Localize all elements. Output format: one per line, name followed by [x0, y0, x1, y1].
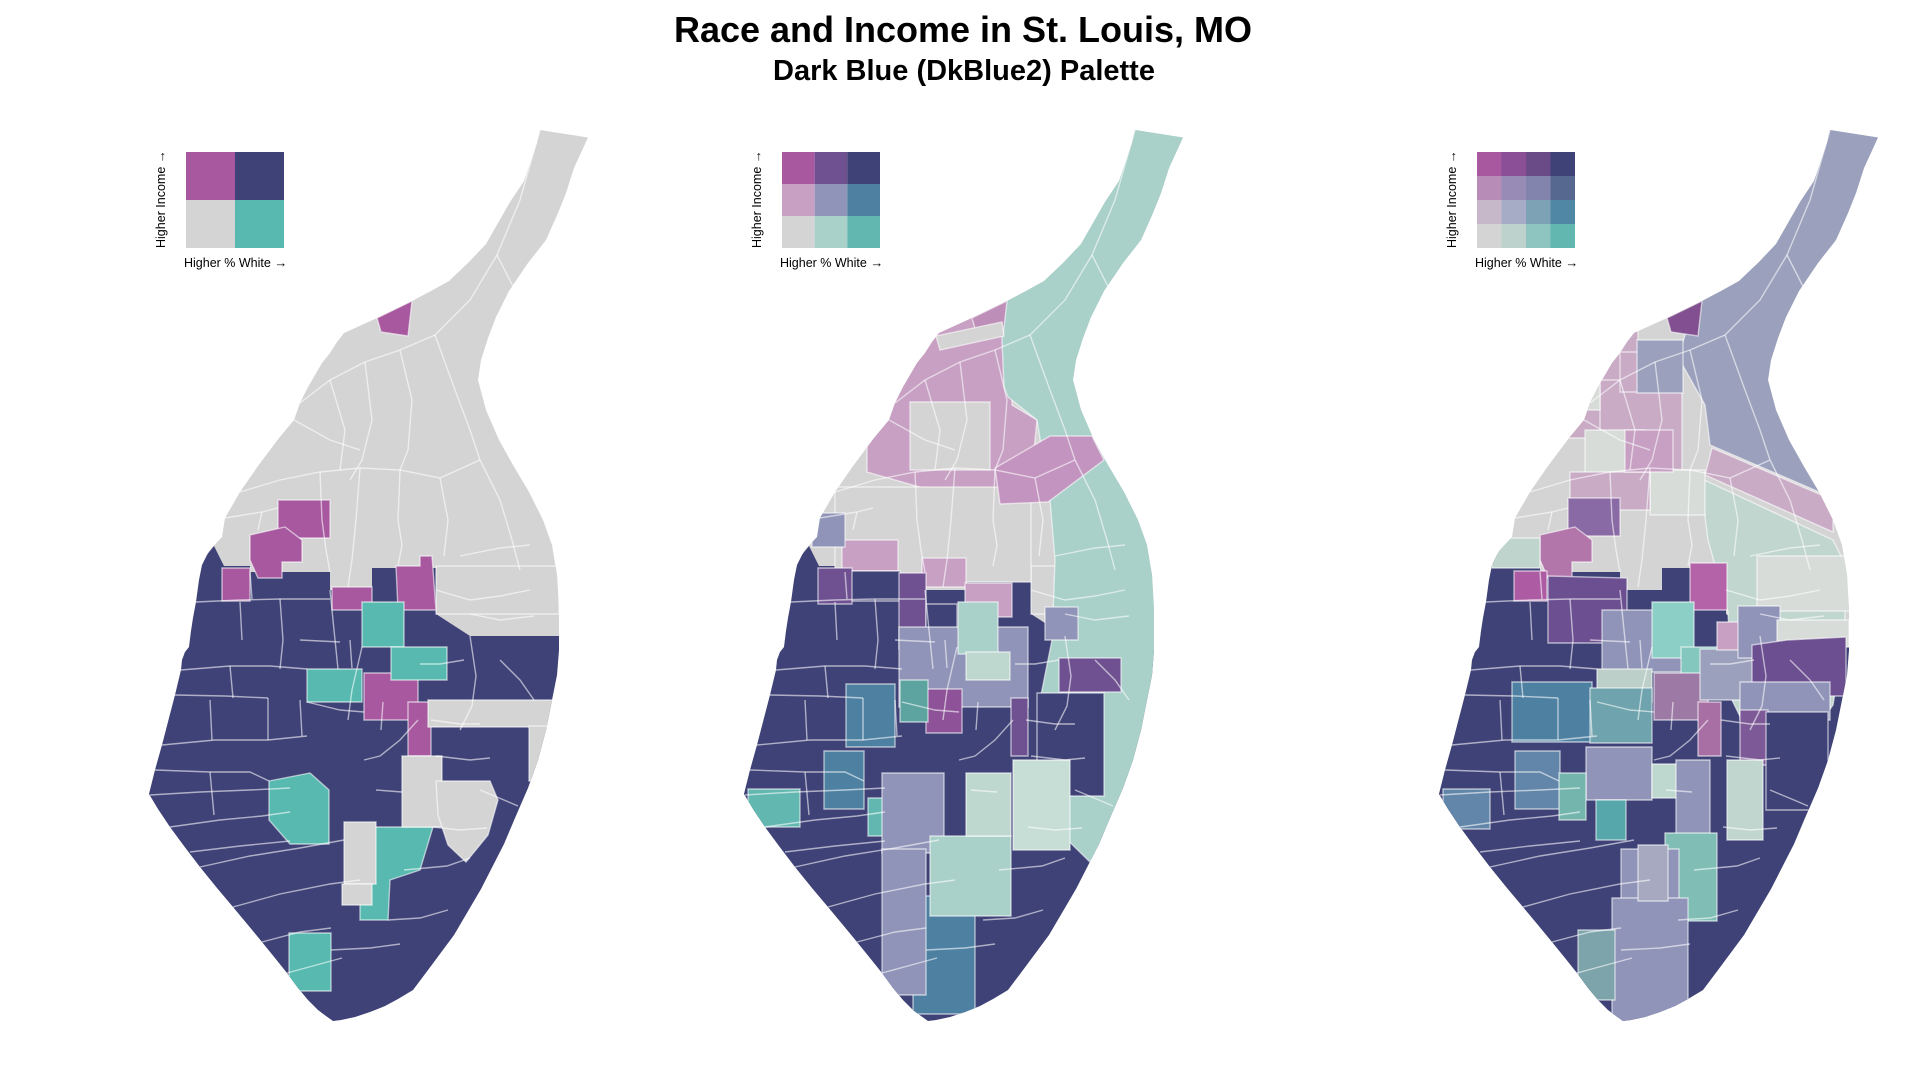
svg-text:Higher Income →: Higher Income →	[1444, 150, 1459, 248]
svg-text:Higher % White →: Higher % White →	[780, 255, 883, 270]
svg-text:Higher Income →: Higher Income →	[153, 150, 168, 248]
svg-text:Higher Income →: Higher Income →	[749, 150, 764, 248]
svg-text:Higher % White →: Higher % White →	[184, 255, 287, 270]
svg-text:Higher % White →: Higher % White →	[1475, 255, 1578, 270]
